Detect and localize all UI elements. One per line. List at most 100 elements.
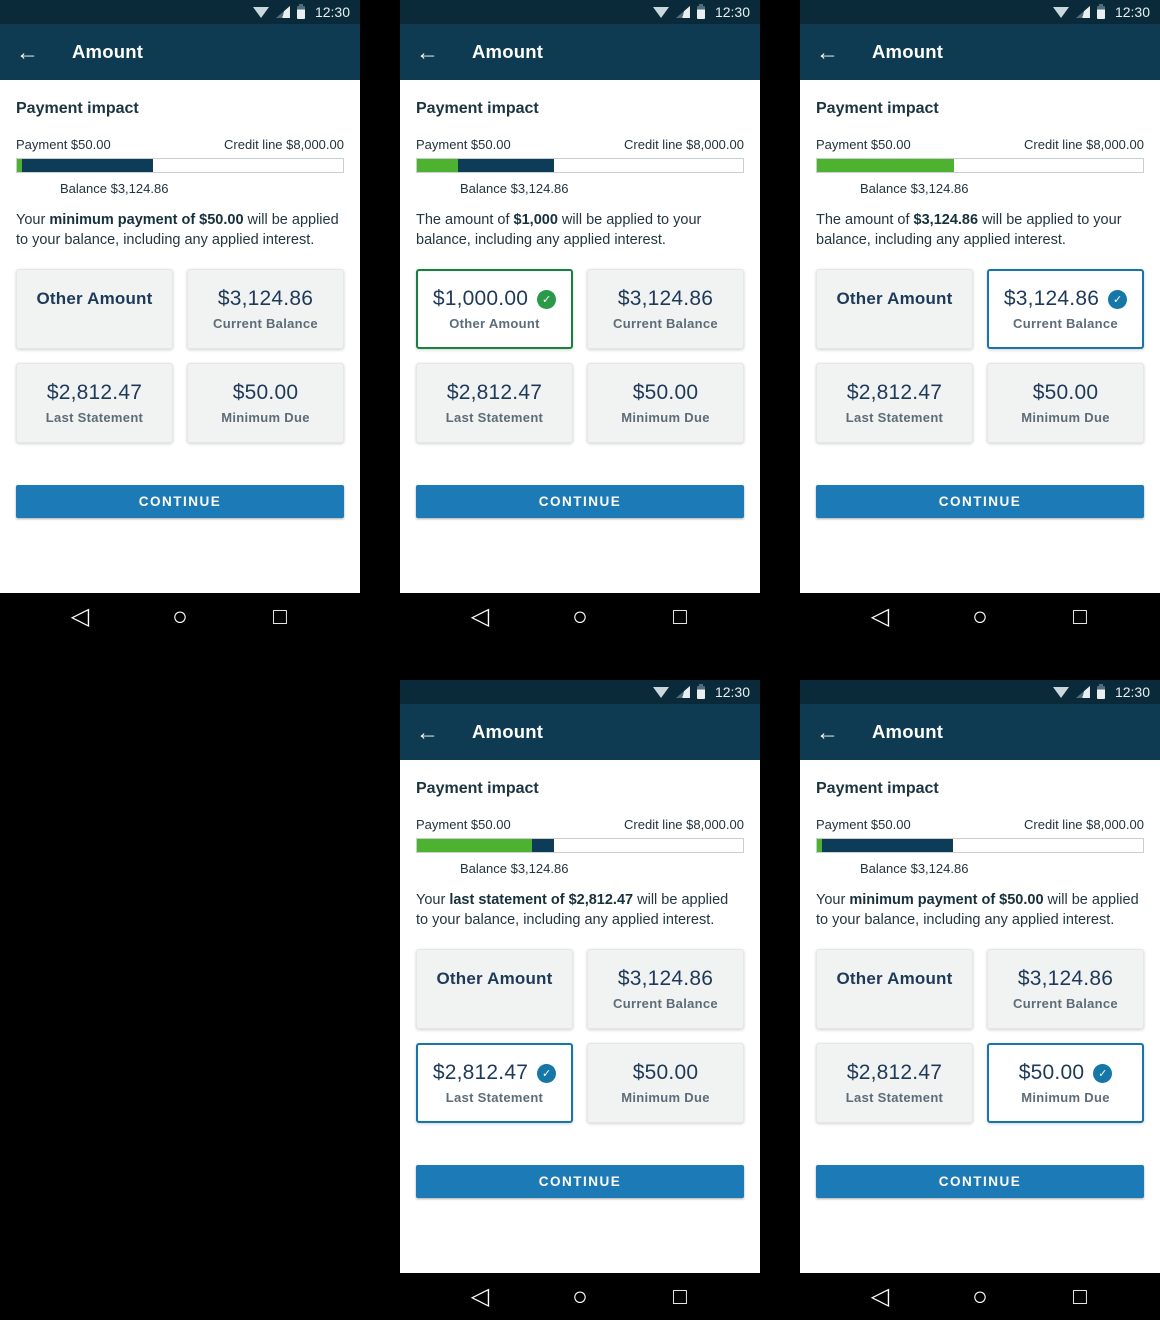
- screen-content: Payment impact Payment $50.00 Credit lin…: [400, 760, 760, 1273]
- check-icon: ✓: [537, 289, 557, 309]
- message-prefix: Your: [16, 212, 50, 228]
- card-last-statement[interactable]: $2,812.47 ✓ Last Statement: [16, 363, 173, 443]
- amount-options-grid: Other Amount ✓ $3,124.86 ✓ Current Balan…: [816, 949, 1144, 1123]
- card-other-amount[interactable]: Other Amount ✓: [416, 949, 573, 1029]
- card-label: Minimum Due: [1021, 410, 1110, 425]
- card-minimum-due[interactable]: $50.00 ✓ Minimum Due: [587, 1043, 744, 1123]
- nav-home-icon[interactable]: ○: [572, 601, 588, 631]
- nav-back-icon[interactable]: ◁: [470, 603, 490, 630]
- back-arrow-icon[interactable]: ←: [416, 38, 439, 65]
- nav-recents-icon[interactable]: □: [1073, 1283, 1087, 1309]
- bar-labels-row: Payment $50.00 Credit line $8,000.00: [16, 137, 344, 152]
- nav-home-icon[interactable]: ○: [572, 1281, 588, 1311]
- card-value: $1,000.00: [432, 287, 529, 310]
- amount-options-grid: Other Amount ✓ $3,124.86 ✓ Current Balan…: [816, 269, 1144, 443]
- back-arrow-icon[interactable]: ←: [816, 718, 839, 745]
- android-status-bar: 12:30: [0, 0, 360, 24]
- nav-recents-icon[interactable]: □: [673, 603, 687, 629]
- card-current-balance[interactable]: $3,124.86 ✓ Current Balance: [987, 949, 1144, 1029]
- nav-back-icon[interactable]: ◁: [870, 603, 890, 630]
- nav-recents-icon[interactable]: □: [1073, 603, 1087, 629]
- battery-icon: [1096, 3, 1105, 19]
- card-value: $2,812.47: [846, 381, 943, 404]
- continue-button[interactable]: CONTINUE: [416, 485, 744, 518]
- card-last-statement[interactable]: $2,812.47 ✓ Last Statement: [416, 1043, 573, 1123]
- message-prefix: The amount of: [416, 212, 514, 228]
- phone-screen-minimum-payment-preview: 12:30 ← Amount Payment impact Payment $5…: [0, 0, 360, 640]
- card-minimum-due[interactable]: $50.00 ✓ Minimum Due: [587, 363, 744, 443]
- credit-line-label: Credit line $8,000.00: [224, 137, 344, 152]
- message-suffix: will be applied to your balance, includi…: [416, 892, 729, 928]
- payment-bar-segment: [17, 159, 22, 172]
- continue-button[interactable]: CONTINUE: [16, 485, 344, 518]
- payment-bar-segment: [417, 839, 533, 852]
- wifi-icon: [1052, 686, 1069, 698]
- amount-options-grid: $1,000.00 ✓ Other Amount $3,124.86 ✓ Cur…: [416, 269, 744, 443]
- card-other-amount[interactable]: Other Amount ✓: [16, 269, 173, 349]
- wifi-icon: [252, 6, 269, 18]
- continue-button[interactable]: CONTINUE: [816, 485, 1144, 518]
- card-current-balance[interactable]: $3,124.86 ✓ Current Balance: [987, 269, 1144, 349]
- app-bar: ← Amount: [800, 704, 1160, 760]
- message-prefix: Your: [816, 892, 850, 908]
- clock-label: 12:30: [314, 4, 350, 20]
- credit-line-label: Credit line $8,000.00: [1024, 137, 1144, 152]
- back-arrow-icon[interactable]: ←: [816, 38, 839, 65]
- phone-screen-current-balance-selected: 12:30 ← Amount Payment impact Payment $5…: [800, 0, 1160, 640]
- card-value: $3,124.86: [1003, 287, 1100, 310]
- payment-impact-heading: Payment impact: [416, 780, 539, 797]
- clock-label: 12:30: [714, 684, 750, 700]
- card-label: Last Statement: [45, 410, 144, 425]
- card-other-amount[interactable]: Other Amount ✓: [816, 269, 973, 349]
- card-current-balance[interactable]: $3,124.86 ✓ Current Balance: [587, 269, 744, 349]
- nav-home-icon[interactable]: ○: [972, 601, 988, 631]
- nav-back-icon[interactable]: ◁: [870, 1283, 890, 1310]
- card-value: Other Amount: [36, 289, 153, 308]
- nav-recents-icon[interactable]: □: [273, 603, 287, 629]
- cellular-signal-icon: [675, 6, 690, 18]
- card-other-amount[interactable]: Other Amount ✓: [816, 949, 973, 1029]
- message-suffix: will be applied to your balance, includi…: [816, 892, 1139, 928]
- card-minimum-due[interactable]: $50.00 ✓ Minimum Due: [987, 363, 1144, 443]
- card-last-statement[interactable]: $2,812.47 ✓ Last Statement: [416, 363, 573, 443]
- card-minimum-due[interactable]: $50.00 ✓ Minimum Due: [187, 363, 344, 443]
- card-value: Other Amount: [836, 289, 953, 308]
- battery-icon: [1096, 683, 1105, 699]
- card-other-amount[interactable]: $1,000.00 ✓ Other Amount: [416, 269, 573, 349]
- nav-recents-icon[interactable]: □: [673, 1283, 687, 1309]
- message-bold-amount: $1,000: [513, 212, 558, 228]
- continue-button[interactable]: CONTINUE: [416, 1165, 744, 1198]
- card-label: Current Balance: [1013, 996, 1118, 1011]
- clock-label: 12:30: [1114, 684, 1150, 700]
- page-title: Amount: [472, 721, 544, 742]
- back-arrow-icon[interactable]: ←: [416, 718, 439, 745]
- nav-back-icon[interactable]: ◁: [470, 1283, 490, 1310]
- nav-back-icon[interactable]: ◁: [70, 603, 90, 630]
- phone-screen-last-statement-selected: 12:30 ← Amount Payment impact Payment $5…: [400, 680, 760, 1320]
- payment-message: The amount of $3,124.86 will be applied …: [816, 210, 1144, 250]
- nav-home-icon[interactable]: ○: [972, 1281, 988, 1311]
- card-value: $50.00: [1032, 381, 1099, 404]
- battery-icon: [696, 3, 705, 19]
- balance-label: Balance $3,124.86: [860, 181, 969, 196]
- card-last-statement[interactable]: $2,812.47 ✓ Last Statement: [816, 363, 973, 443]
- continue-button[interactable]: CONTINUE: [816, 1165, 1144, 1198]
- bar-labels-row: Payment $50.00 Credit line $8,000.00: [816, 817, 1144, 832]
- battery-icon: [696, 683, 705, 699]
- card-current-balance[interactable]: $3,124.86 ✓ Current Balance: [587, 949, 744, 1029]
- card-value: Other Amount: [436, 969, 553, 988]
- card-current-balance[interactable]: $3,124.86 ✓ Current Balance: [187, 269, 344, 349]
- card-value: $50.00: [232, 381, 299, 404]
- message-prefix: Your: [416, 892, 450, 908]
- card-minimum-due[interactable]: $50.00 ✓ Minimum Due: [987, 1043, 1144, 1123]
- card-value: $3,124.86: [217, 287, 314, 310]
- card-label: Current Balance: [213, 316, 318, 331]
- back-arrow-icon[interactable]: ←: [16, 38, 39, 65]
- credit-line-label: Credit line $8,000.00: [624, 137, 744, 152]
- phone-screen-minimum-due-selected: 12:30 ← Amount Payment impact Payment $5…: [800, 680, 1160, 1320]
- payment-label: Payment $50.00: [416, 817, 511, 832]
- nav-home-icon[interactable]: ○: [172, 601, 188, 631]
- check-icon: ✓: [1093, 1063, 1113, 1083]
- card-last-statement[interactable]: $2,812.47 ✓ Last Statement: [816, 1043, 973, 1123]
